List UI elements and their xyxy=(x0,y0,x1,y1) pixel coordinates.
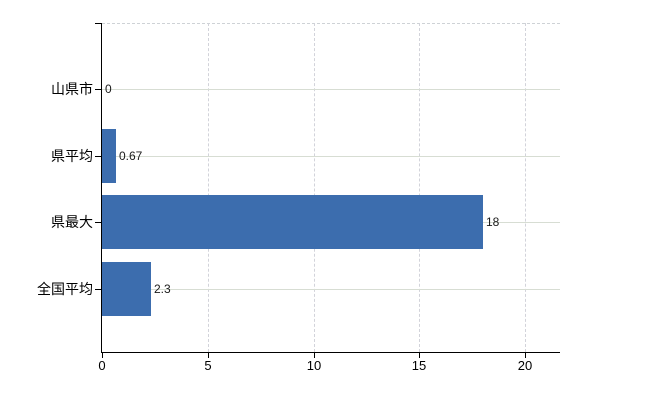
top-gridline xyxy=(102,23,560,24)
v-gridline xyxy=(419,23,420,352)
v-gridline xyxy=(208,23,209,352)
x-axis-tick xyxy=(314,353,315,358)
plot-area: 0 0.67 18 2.3 xyxy=(101,23,560,353)
x-tick-label: 20 xyxy=(517,358,533,373)
value-label: 0 xyxy=(105,82,112,96)
x-tick-label: 0 xyxy=(98,358,106,373)
v-gridline xyxy=(525,23,526,352)
y-axis-tick xyxy=(95,155,101,157)
v-gridline xyxy=(314,23,315,352)
category-label: 全国平均 xyxy=(37,280,93,297)
category-label: 県最大 xyxy=(51,214,93,230)
category-gridline xyxy=(102,288,560,290)
y-axis-tick xyxy=(95,222,101,223)
y-axis-tick xyxy=(95,89,101,90)
value-label: 18 xyxy=(486,215,500,229)
category-label: 県平均 xyxy=(51,147,93,164)
x-axis-tick xyxy=(419,353,420,358)
x-tick-label: 5 xyxy=(204,358,212,373)
x-tick-label: 10 xyxy=(306,358,322,373)
category-label: 山県市 xyxy=(51,81,93,97)
value-label: 0.67 xyxy=(119,148,143,163)
bar xyxy=(102,261,151,316)
category-gridline xyxy=(102,155,560,157)
x-tick-label: 15 xyxy=(411,358,427,373)
value-label: 2.3 xyxy=(154,281,171,296)
x-axis-tick xyxy=(525,353,526,358)
bar xyxy=(102,195,483,249)
y-axis-tick xyxy=(95,288,101,290)
x-axis-tick xyxy=(208,353,209,358)
bar xyxy=(102,128,116,183)
x-axis-tick xyxy=(102,353,103,358)
category-gridline xyxy=(102,89,560,90)
y-axis-top-tick xyxy=(95,23,101,24)
